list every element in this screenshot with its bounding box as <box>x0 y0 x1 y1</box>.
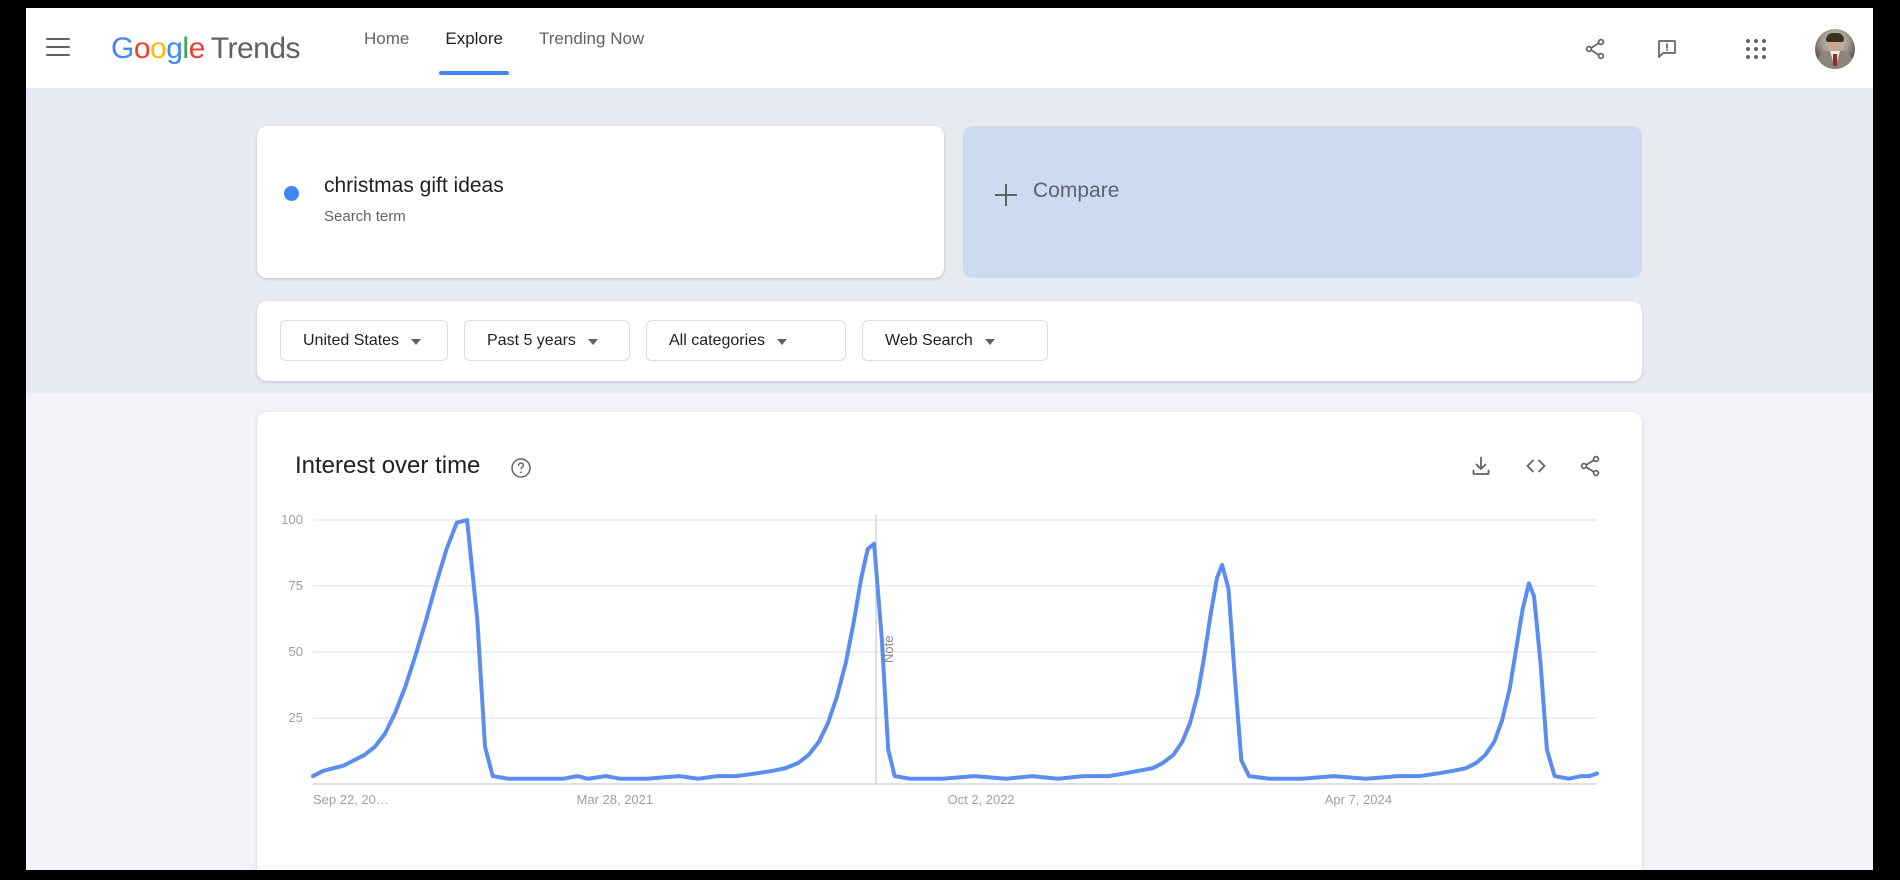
series-color-dot <box>284 186 299 201</box>
time-range-filter[interactable]: Past 5 years <box>464 320 630 361</box>
chart-title: Interest over time <box>295 452 481 479</box>
embed-code-icon[interactable] <box>1520 450 1552 482</box>
hamburger-icon[interactable] <box>46 38 70 56</box>
search-term-card[interactable]: christmas gift ideas Search term <box>257 126 944 278</box>
logo-letter-g2: g <box>166 32 183 65</box>
search-term-value: christmas gift ideas <box>324 174 504 197</box>
primary-nav: Home Explore Trending Now <box>346 8 662 89</box>
browser-viewport: Google Trends Home Explore Trending Now <box>26 8 1873 870</box>
query-panel: christmas gift ideas Search term Compare… <box>26 89 1873 393</box>
x-axis-tick-label: Sep 22, 20… <box>313 792 389 807</box>
logo-letter-o2: o <box>150 32 167 65</box>
chevron-down-icon <box>984 339 995 345</box>
interest-over-time-card: Interest over time <box>257 412 1642 870</box>
nav-item-explore[interactable]: Explore <box>427 8 521 89</box>
chevron-down-icon <box>411 339 422 345</box>
term-row: christmas gift ideas Search term Compare <box>257 126 1642 278</box>
help-circle-icon[interactable] <box>510 457 532 479</box>
avatar-tie <box>1833 54 1837 66</box>
location-filter-label: United States <box>303 332 400 349</box>
y-axis-tick-label: 50 <box>288 644 303 659</box>
interest-over-time-chart[interactable] <box>257 508 1642 870</box>
plus-icon <box>995 184 1017 206</box>
logo-letter-o1: o <box>133 32 151 65</box>
compare-label: Compare <box>1033 179 1120 202</box>
app-header: Google Trends Home Explore Trending Now <box>26 8 1873 89</box>
search-term-type: Search term <box>324 208 406 225</box>
avatar-hair <box>1826 33 1844 42</box>
nav-item-home[interactable]: Home <box>364 29 410 48</box>
share-icon[interactable] <box>1572 26 1618 72</box>
chart-toolbar <box>1447 450 1606 482</box>
nav-item-trending-now[interactable]: Trending Now <box>539 29 645 48</box>
download-icon[interactable] <box>1465 450 1497 482</box>
search-type-filter-label: Web Search <box>885 332 973 349</box>
logo-letter-g: G <box>111 32 134 65</box>
chevron-down-icon <box>587 339 598 345</box>
avatar[interactable] <box>1815 29 1855 69</box>
y-axis-tick-label: 100 <box>281 512 303 527</box>
filter-bar: United States Past 5 years All categorie… <box>257 301 1642 381</box>
google-trends-logo[interactable]: Google Trends <box>111 32 301 66</box>
y-axis-tick-label: 75 <box>288 578 303 593</box>
x-axis-tick-label: Mar 28, 2021 <box>576 792 654 807</box>
logo-letter-e: e <box>188 32 206 65</box>
chevron-down-icon <box>777 339 788 345</box>
search-type-filter[interactable]: Web Search <box>862 320 1048 361</box>
x-axis-tick-label: Oct 2, 2022 <box>947 792 1015 807</box>
category-filter[interactable]: All categories <box>646 320 846 361</box>
chart-plot-area[interactable]: 25 50 75 100 Note Sep 22, 20… Mar 28, 2021 Oct … <box>257 508 1642 870</box>
apps-grid-icon[interactable] <box>1733 26 1779 72</box>
logo-letter-l: l <box>182 32 189 65</box>
chart-note-annotation[interactable]: Note <box>881 635 897 663</box>
compare-card[interactable]: Compare <box>963 126 1642 278</box>
category-filter-label: All categories <box>669 332 766 349</box>
header-actions <box>1572 26 1855 72</box>
share-icon[interactable] <box>1574 450 1606 482</box>
y-axis-tick-label: 25 <box>288 710 303 725</box>
logo-trends-word: Trends <box>210 32 301 65</box>
time-range-filter-label: Past 5 years <box>487 332 576 349</box>
location-filter[interactable]: United States <box>280 320 448 361</box>
feedback-icon[interactable] <box>1644 26 1690 72</box>
x-axis-tick-label: Apr 7, 2024 <box>1324 792 1392 807</box>
